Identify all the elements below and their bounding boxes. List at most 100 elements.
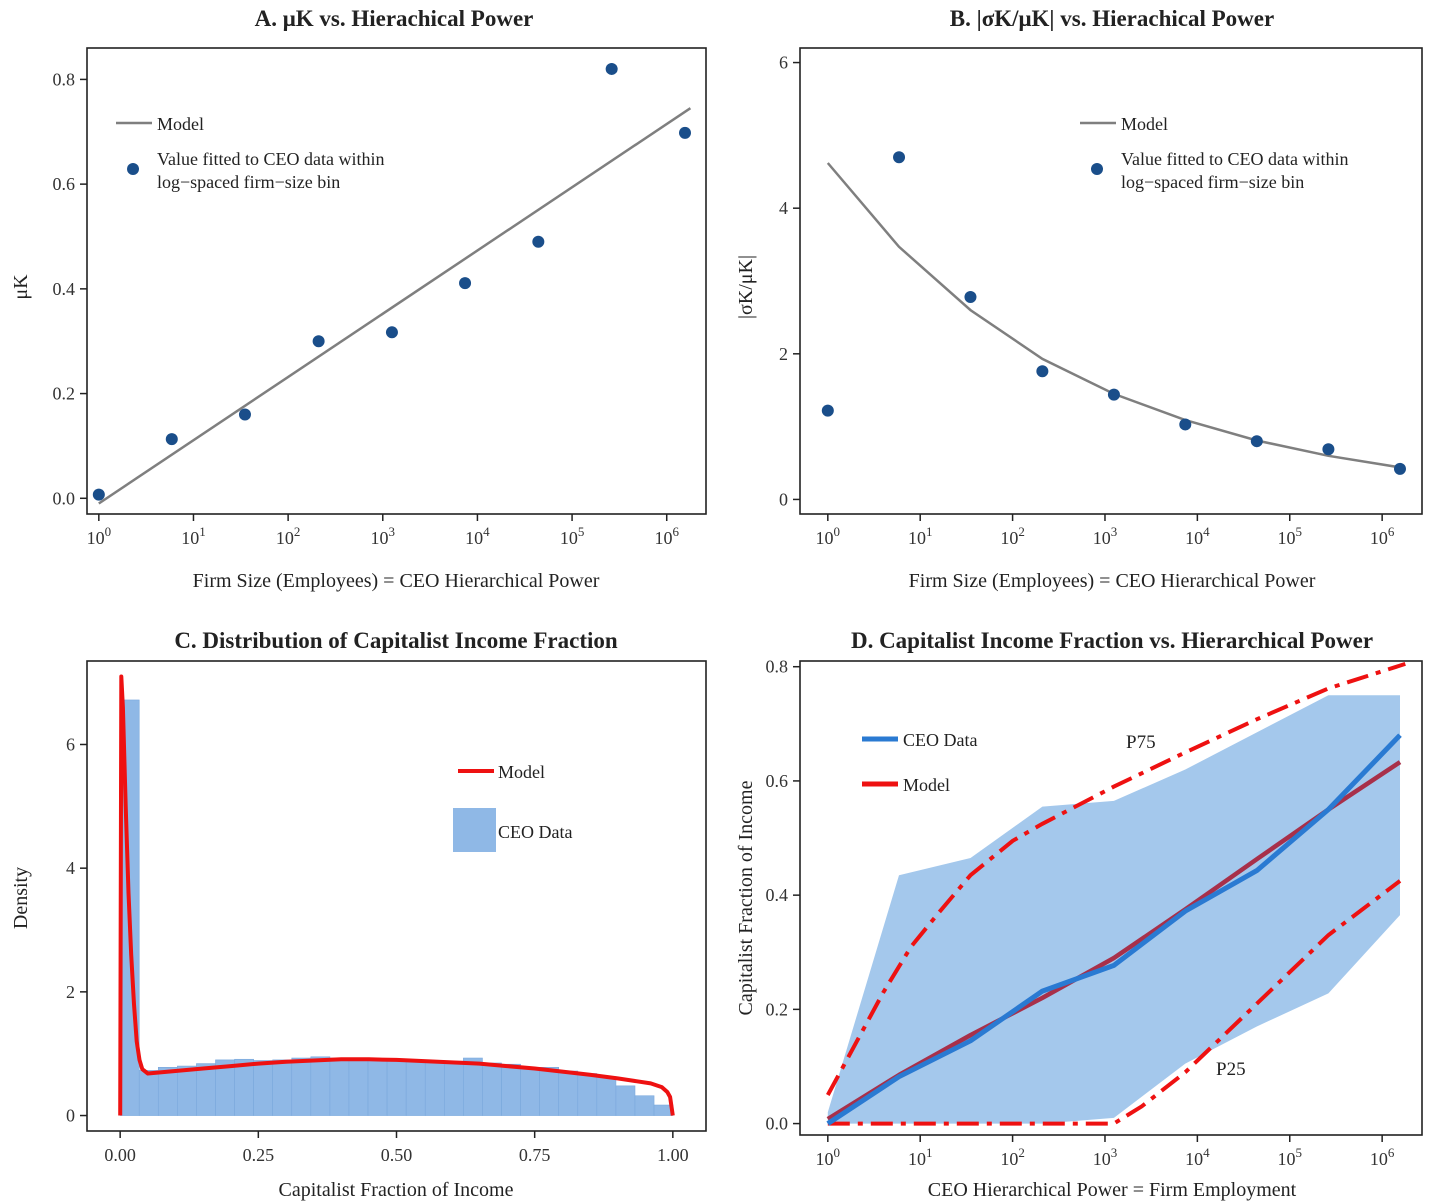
data-point [821,404,834,417]
legend-fitted-marker [1091,163,1103,175]
y-tick-label: 0.0 [53,488,76,508]
y-tick-label: 0.8 [53,69,76,89]
x-tick-label: 100 [816,1145,841,1169]
x-tick-label: 102 [1000,1145,1024,1169]
data-point [238,408,251,421]
x-tick-label: 101 [181,524,206,548]
panel-b-legend: Model Value fitted to CEO data within lo… [1080,114,1348,192]
x-tick-label: 0.75 [519,1145,551,1165]
data-point [532,235,545,248]
panel-a-legend: Model Value fitted to CEO data within lo… [116,114,384,192]
legend-ceo-data-label: CEO Data [498,822,572,842]
x-tick-label: 102 [1000,524,1024,548]
x-tick-label: 104 [1185,1145,1210,1169]
y-tick-label: 4 [779,198,788,218]
panel-d-legend: CEO Data Model [862,730,977,795]
panel-b: B. |σK/μK| vs. Hierachical Power Firm Si… [735,6,1423,592]
histogram-bar [272,1059,293,1116]
panel-b-xlabel: Firm Size (Employees) = CEO Hierarchical… [909,570,1316,592]
legend-fitted-label: Value fitted to CEO data within [157,149,384,169]
histogram-bar [520,1067,540,1116]
legend-model-label: Model [157,114,204,134]
histogram-bar [539,1067,560,1116]
panel-a: A. μK vs. Hierachical Power Firm Size (E… [10,6,707,592]
y-tick-label: 0.8 [766,657,789,677]
data-point [385,326,398,339]
x-tick-label: 101 [908,524,933,548]
panel-b-plot: 100 101 102 103 104 105 106 0 2 4 6 [779,53,1406,548]
legend-model-label: Model [498,762,545,782]
data-point [312,335,325,348]
legend-model-label: Model [1121,114,1168,134]
data-point [92,488,105,501]
histogram-bar [501,1063,521,1116]
legend-fitted-label-line2: log−spaced firm−size bin [157,172,340,192]
x-tick-label: 106 [654,524,679,548]
x-tick-label: 103 [371,524,396,548]
panel-a-frame [86,47,707,515]
panel-d-title: D. Capitalist Income Fraction vs. Hierar… [851,628,1373,653]
y-tick-label: 0 [779,489,788,509]
panel-c: C. Distribution of Capitalist Income Fra… [10,628,707,1201]
panel-b-ylabel: |σK/μK| [735,255,757,319]
model-p75-line [826,661,1406,1096]
x-tick-label: 102 [276,524,301,548]
x-tick-label: 100 [816,524,841,548]
x-tick-label: 0.00 [104,1145,136,1165]
panel-d: D. Capitalist Income Fraction vs. Hierar… [735,628,1423,1201]
panel-d-ylabel: Capitalist Fraction of Income [735,780,757,1015]
histogram-bar [253,1060,273,1116]
x-tick-label: 105 [560,524,585,548]
y-tick-label: 0 [66,1106,75,1126]
model-median-line [826,760,1402,1121]
histogram-bar [424,1060,445,1116]
histogram-bar [577,1073,598,1116]
x-tick-label: 105 [1278,1145,1303,1169]
x-tick-label: 1.00 [657,1145,689,1165]
y-tick-label: 0.4 [766,885,789,905]
data-point [1322,443,1335,456]
legend-fitted-marker [127,163,139,175]
histogram-bar [634,1095,655,1116]
histogram-bar [157,1067,178,1116]
y-tick-label: 6 [66,734,75,754]
histogram-bar [596,1076,617,1116]
y-tick-label: 0.6 [766,771,789,791]
histogram-bar [463,1057,483,1116]
data-point [605,62,618,75]
x-tick-label: 103 [1093,1145,1118,1169]
panel-d-plot: 100 101 102 103 104 105 106 0.0 0.2 0.4 0.6 0.8 [766,657,1406,1169]
data-point [1036,365,1049,378]
y-tick-label: 0.2 [53,384,76,404]
panel-c-ylabel: Density [10,867,32,929]
histogram-bar [444,1060,464,1116]
data-point [1107,388,1120,401]
histogram-bar [405,1059,426,1116]
panel-a-xlabel: Firm Size (Employees) = CEO Hierarchical… [193,570,600,592]
y-tick-label: 2 [66,982,75,1002]
histogram-bar [367,1059,388,1116]
panel-a-plot: 100 101 102 103 104 105 106 0.0 0.2 0.4 0.6 0.8 [53,62,692,548]
data-point [1393,462,1406,475]
model-line [98,107,692,505]
histogram-bar [310,1056,331,1116]
x-tick-label: 106 [1370,1145,1395,1169]
y-tick-label: 0.2 [766,999,789,1019]
x-tick-label: 103 [1093,524,1118,548]
panel-d-frame [799,660,1423,1136]
legend-fitted-label-line2: log−spaced firm−size bin [1121,172,1304,192]
y-tick-label: 4 [66,858,75,878]
x-tick-label: 0.50 [381,1145,413,1165]
panel-c-legend: Model CEO Data [453,762,572,852]
x-tick-label: 104 [1185,524,1210,548]
y-tick-label: 6 [779,53,788,73]
histogram-bar [348,1058,369,1116]
histogram-bar [386,1059,407,1116]
histogram-bar [234,1058,254,1116]
histogram-bar [329,1057,350,1116]
p75-annotation: P75 [1126,732,1156,753]
data-point [165,433,178,446]
histogram-bar [138,1070,159,1116]
interquartile-band [827,695,1400,1124]
